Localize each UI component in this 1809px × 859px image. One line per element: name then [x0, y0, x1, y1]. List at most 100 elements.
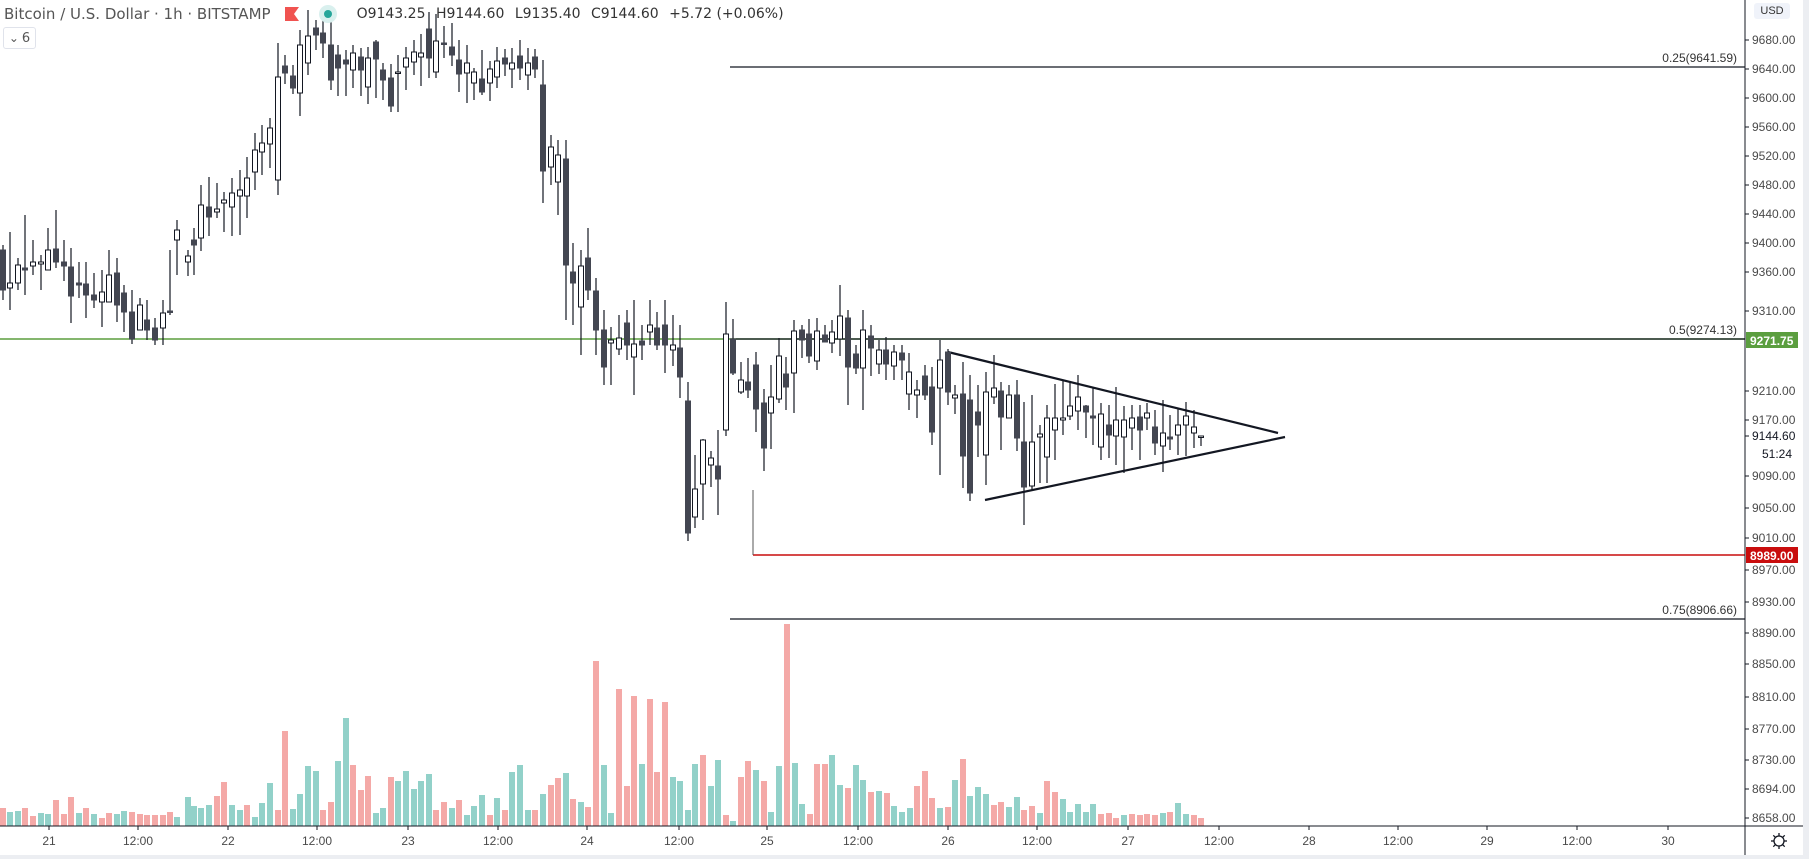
candle-body — [185, 255, 191, 263]
candle-body — [403, 57, 409, 68]
indicators-toggle-button[interactable]: ⌄ 6 — [3, 27, 36, 49]
volume-bar — [509, 772, 515, 826]
volume-bar — [1113, 818, 1119, 826]
volume-bar — [221, 782, 227, 826]
volume-bar — [83, 808, 89, 826]
volume-bar — [998, 802, 1004, 826]
candle-body — [1113, 419, 1119, 437]
candle-body — [1052, 417, 1058, 431]
triangle-upper-trendline[interactable] — [947, 350, 1279, 435]
volume-bar — [860, 780, 866, 826]
candle-body — [83, 283, 89, 296]
volume-bar — [761, 781, 767, 826]
candle-body — [456, 59, 462, 75]
candle-body — [350, 52, 356, 71]
candle-body — [608, 339, 614, 344]
volume-bar — [1090, 804, 1096, 826]
candle-body — [548, 146, 554, 168]
volume-bar — [730, 821, 736, 826]
volume-bar — [388, 777, 394, 826]
candle-body — [320, 32, 326, 44]
candle-body — [791, 330, 797, 374]
volume-bar — [1098, 814, 1104, 826]
candle-body — [1060, 417, 1066, 421]
volume-bar — [61, 814, 67, 826]
candle-body — [822, 334, 828, 343]
time-tick-label: 23 — [401, 834, 415, 848]
volume-bar — [244, 805, 250, 826]
candle-body — [259, 142, 265, 153]
volume-bar — [137, 814, 143, 826]
volume-bar — [1160, 813, 1166, 826]
volume-bar — [99, 818, 105, 826]
volume-bar — [1014, 797, 1020, 826]
volume-bar — [1021, 810, 1027, 826]
volume-bar — [144, 815, 150, 826]
candle-body — [343, 59, 349, 65]
candle-body — [30, 261, 36, 267]
volume-bar — [616, 689, 622, 826]
volume-bar — [945, 807, 951, 826]
candle-body — [395, 71, 401, 74]
candle-body — [237, 189, 243, 197]
candle-body — [99, 291, 105, 303]
candle-body — [525, 62, 531, 76]
candle-body — [290, 75, 296, 89]
settings-gear-icon[interactable] — [1770, 832, 1788, 850]
price-badge-label: 8989.00 — [1750, 549, 1794, 563]
candle-body — [654, 327, 660, 346]
volume-bar — [290, 809, 296, 826]
candle-body — [906, 371, 912, 395]
price-tick-label: 9360.00 — [1752, 265, 1796, 279]
flag-icon[interactable] — [284, 7, 299, 21]
volume-bar — [807, 814, 813, 826]
volume-bar — [198, 808, 204, 826]
candle-body — [624, 322, 630, 346]
volume-bar — [525, 810, 531, 826]
volume-bar — [891, 806, 897, 826]
price-tick-label: 8770.00 — [1752, 722, 1796, 736]
volume-bar — [320, 810, 326, 826]
candle-body — [929, 386, 935, 433]
candle-body — [914, 389, 920, 396]
time-tick-label: 12:00 — [1022, 834, 1052, 848]
volume-bar — [1183, 814, 1189, 826]
symbol-title[interactable]: Bitcoin / U.S. Dollar · 1h · BITSTAMP — [4, 5, 271, 23]
candle-body — [106, 274, 112, 303]
candle-body — [1183, 415, 1189, 426]
candle-body — [1129, 417, 1135, 429]
ohlc-close: C9144.60 — [590, 6, 659, 22]
time-tick-label: 26 — [941, 834, 955, 848]
price-axis[interactable]: 9680.00 9640.00 9600.00 9560.00 9520.00 9480.… — [1745, 33, 1798, 825]
price-tick-label: 9640.00 — [1752, 62, 1796, 76]
volume-bar — [708, 786, 714, 826]
volume-bar — [259, 803, 265, 826]
time-tick-label: 29 — [1480, 834, 1494, 848]
volume-bar — [937, 808, 943, 826]
volume-bar — [745, 761, 751, 826]
candle-body — [373, 41, 379, 60]
volume-bar — [845, 788, 851, 826]
volume-bar — [433, 810, 439, 826]
candle-body — [502, 57, 508, 65]
candle-body — [15, 264, 21, 284]
candle-body — [1137, 416, 1143, 431]
volume-bar — [1152, 815, 1158, 826]
candle-body — [38, 261, 44, 265]
triangle-lower-trendline[interactable] — [984, 435, 1286, 502]
volume-bar — [829, 755, 835, 826]
volume-bar — [952, 780, 958, 826]
volume-bar — [608, 813, 614, 826]
candle-body — [837, 315, 843, 340]
currency-label[interactable]: USD — [1754, 3, 1790, 19]
candle-body — [860, 329, 866, 369]
price-tick-label: 9600.00 — [1752, 91, 1796, 105]
time-tick-label: 12:00 — [123, 834, 153, 848]
time-tick-label: 12:00 — [843, 834, 873, 848]
time-axis[interactable]: 21 12:00 22 12:00 23 12:00 24 12:00 25 12:00 26 12:… — [42, 826, 1675, 848]
volume-bar — [1075, 804, 1081, 826]
candle-body — [191, 239, 197, 246]
candle-body — [267, 127, 273, 145]
candle-body — [76, 282, 82, 286]
